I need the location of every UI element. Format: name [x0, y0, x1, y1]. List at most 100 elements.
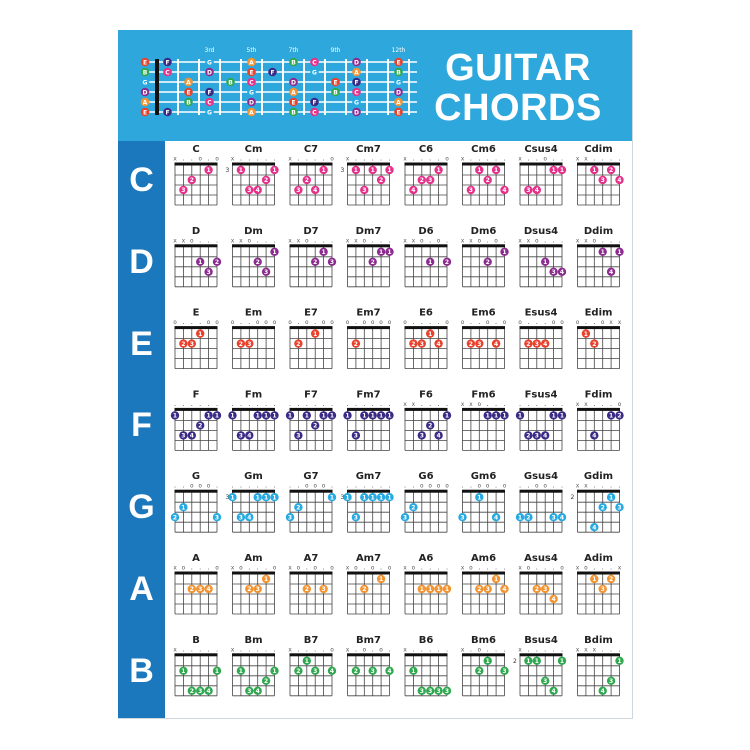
note-label: C	[207, 99, 212, 106]
finger-dot	[368, 257, 377, 266]
note-dot	[140, 97, 150, 107]
chord-name: G7	[303, 471, 318, 482]
finger-number: 2	[296, 668, 300, 675]
finger-number: 1	[272, 167, 276, 174]
chord-name: Ddim	[584, 226, 613, 237]
finger-dot	[524, 656, 533, 665]
note-label: F	[354, 79, 358, 86]
finger-dot	[541, 431, 550, 440]
finger-number: 4	[247, 433, 251, 440]
finger-dot	[294, 666, 303, 675]
finger-dot	[294, 185, 303, 195]
finger-number: 1	[543, 259, 547, 266]
finger-number: 3	[215, 514, 219, 521]
chord-nut	[289, 162, 333, 166]
finger-dot	[245, 584, 254, 594]
finger-number: 1	[322, 413, 326, 420]
finger-dot	[170, 411, 180, 420]
chord-nut	[519, 571, 563, 575]
finger-number: 1	[379, 249, 383, 256]
chord-name: B	[192, 635, 200, 646]
finger-number: 3	[420, 341, 424, 348]
note-dot	[394, 57, 403, 67]
note-label: E	[249, 69, 253, 76]
finger-number: 3	[420, 688, 424, 695]
finger-number: 2	[592, 341, 596, 348]
finger-dot	[351, 666, 361, 675]
chord-nut	[347, 326, 390, 330]
finger-dot	[500, 411, 509, 420]
note-label: A	[249, 59, 254, 66]
finger-number: 2	[535, 586, 539, 593]
finger-dot	[327, 493, 337, 502]
chord-nut	[232, 653, 275, 657]
finger-number: 3	[502, 668, 506, 675]
fret-label: 12th	[392, 47, 406, 54]
chord-name: Am7	[356, 553, 381, 564]
chord-name: C6	[419, 144, 433, 155]
finger-number: 1	[387, 249, 391, 256]
string-markers: xxo...	[173, 237, 223, 244]
finger-dot	[196, 329, 205, 338]
string-markers: x..o.o	[173, 156, 223, 163]
finger-dot	[606, 411, 616, 420]
note-label: B	[143, 69, 148, 76]
finger-dot	[179, 431, 188, 440]
finger-dot	[204, 686, 213, 695]
finger-number: 2	[469, 341, 473, 348]
finger-dot	[417, 686, 426, 695]
chord-nut	[174, 244, 218, 248]
finger-dot	[261, 574, 271, 584]
chord-nut	[577, 489, 620, 493]
note-label: A	[143, 99, 148, 106]
finger-dot	[442, 411, 452, 420]
finger-dot	[598, 686, 607, 695]
finger-dot	[270, 165, 279, 175]
finger-dot	[368, 666, 377, 675]
string-markers: o..oxx	[576, 319, 626, 326]
note-dot	[163, 107, 172, 117]
finger-number: 3	[437, 688, 441, 695]
finger-dot	[515, 411, 525, 420]
chord-nut	[577, 653, 620, 657]
finger-number: 3	[247, 341, 251, 348]
finger-number: 3	[428, 688, 432, 695]
finger-number: 4	[437, 341, 441, 348]
finger-dot	[376, 175, 386, 185]
finger-dot	[524, 513, 533, 522]
chord-nut	[347, 489, 390, 493]
fret-position: 2	[513, 658, 517, 665]
finger-number: 1	[486, 413, 490, 420]
finger-dot	[294, 431, 303, 440]
chord-name: Gm	[244, 471, 263, 482]
string-markers: o...oo	[518, 319, 568, 326]
chord-nut	[174, 571, 218, 575]
chord-name: B7	[304, 635, 319, 646]
chord-name: E6	[419, 308, 433, 319]
finger-dot	[409, 185, 418, 195]
row-letter-column: C D E F G A B	[118, 141, 165, 718]
note-label: E	[186, 89, 190, 96]
string-markers: x.o.o.	[346, 646, 396, 653]
finger-number: 1	[272, 249, 276, 256]
finger-dot	[311, 421, 320, 430]
finger-dot	[500, 185, 509, 195]
chord-name: Fm6	[471, 389, 495, 400]
finger-number: 2	[296, 504, 300, 511]
chord-nut	[347, 407, 390, 411]
chord-name: Cm7	[356, 144, 381, 155]
note-dot	[310, 57, 319, 67]
chord-name: Asus4	[524, 553, 558, 564]
finger-number: 3	[460, 514, 464, 521]
note-label: E	[396, 109, 400, 116]
finger-dot	[615, 503, 624, 512]
fretboard-nut	[155, 59, 159, 115]
chord-nut	[347, 571, 390, 575]
